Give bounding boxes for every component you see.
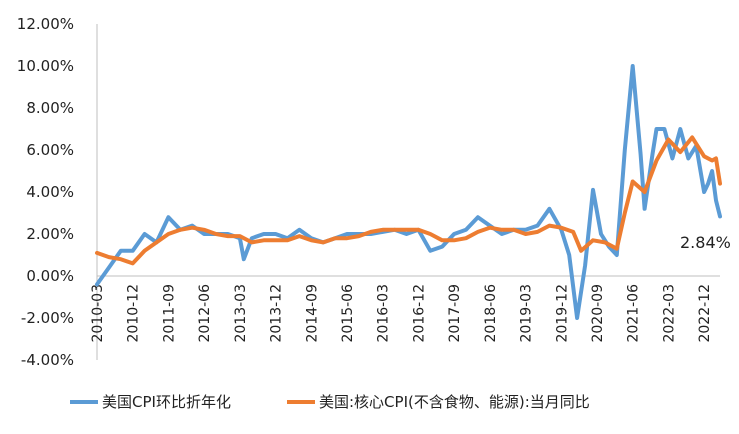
x-tick-label: 2013-12: [269, 284, 285, 343]
x-tick-label: 2018-06: [483, 284, 499, 343]
x-tick-label: 2015-06: [340, 284, 356, 343]
x-tick-label: 2020-09: [590, 284, 606, 343]
y-tick-label: -4.00%: [21, 351, 74, 369]
y-tick-label: 8.00%: [26, 99, 74, 117]
x-tick-label: 2010-12: [126, 284, 142, 343]
x-tick-label: 2016-03: [376, 284, 392, 343]
y-axis-tick-labels: -4.00% -2.00% 0.00% 2.00% 4.00% 6.00% 8.00% 10.…: [17, 15, 74, 369]
y-tick-label: 4.00%: [26, 183, 74, 201]
x-tick-label: 2011-09: [161, 284, 177, 343]
y-tick-label: 10.00%: [17, 57, 74, 75]
y-tick-label: -2.00%: [21, 309, 74, 327]
x-tick-label: 2012-06: [197, 284, 213, 343]
x-tick-label: 2021-06: [626, 284, 642, 343]
legend-label: 美国:核心CPI(不含食物、能源):当月同比: [319, 393, 590, 411]
x-tick-label: 2019-12: [554, 284, 570, 343]
y-tick-label: 2.00%: [26, 225, 74, 243]
y-tick-label: 0.00%: [26, 267, 74, 285]
x-tick-label: 2022-03: [661, 284, 677, 343]
x-tick-label: 2013-03: [233, 284, 249, 343]
x-tick-label: 2022-12: [697, 284, 713, 343]
legend: 美国CPI环比折年化 美国:核心CPI(不含食物、能源):当月同比: [70, 393, 590, 411]
last-value-annotation: 2.84%: [680, 233, 731, 252]
x-axis-tick-labels: 2010-03 2010-12 2011-09 2012-06 2013-03 2013-…: [90, 284, 713, 343]
legend-label: 美国CPI环比折年化: [102, 393, 231, 411]
y-tick-label: 6.00%: [26, 141, 74, 159]
y-tick-label: 12.00%: [17, 15, 74, 33]
x-tick-label: 2014-09: [304, 284, 320, 343]
series-line-cpi-annualized: [95, 64, 722, 320]
x-tick-label: 2019-03: [519, 284, 535, 343]
x-tick-label: 2017-09: [447, 284, 463, 343]
x-tick-label: 2010-03: [90, 284, 106, 343]
series-line-core-cpi-yoy: [95, 135, 722, 266]
x-tick-label: 2016-12: [411, 284, 427, 343]
